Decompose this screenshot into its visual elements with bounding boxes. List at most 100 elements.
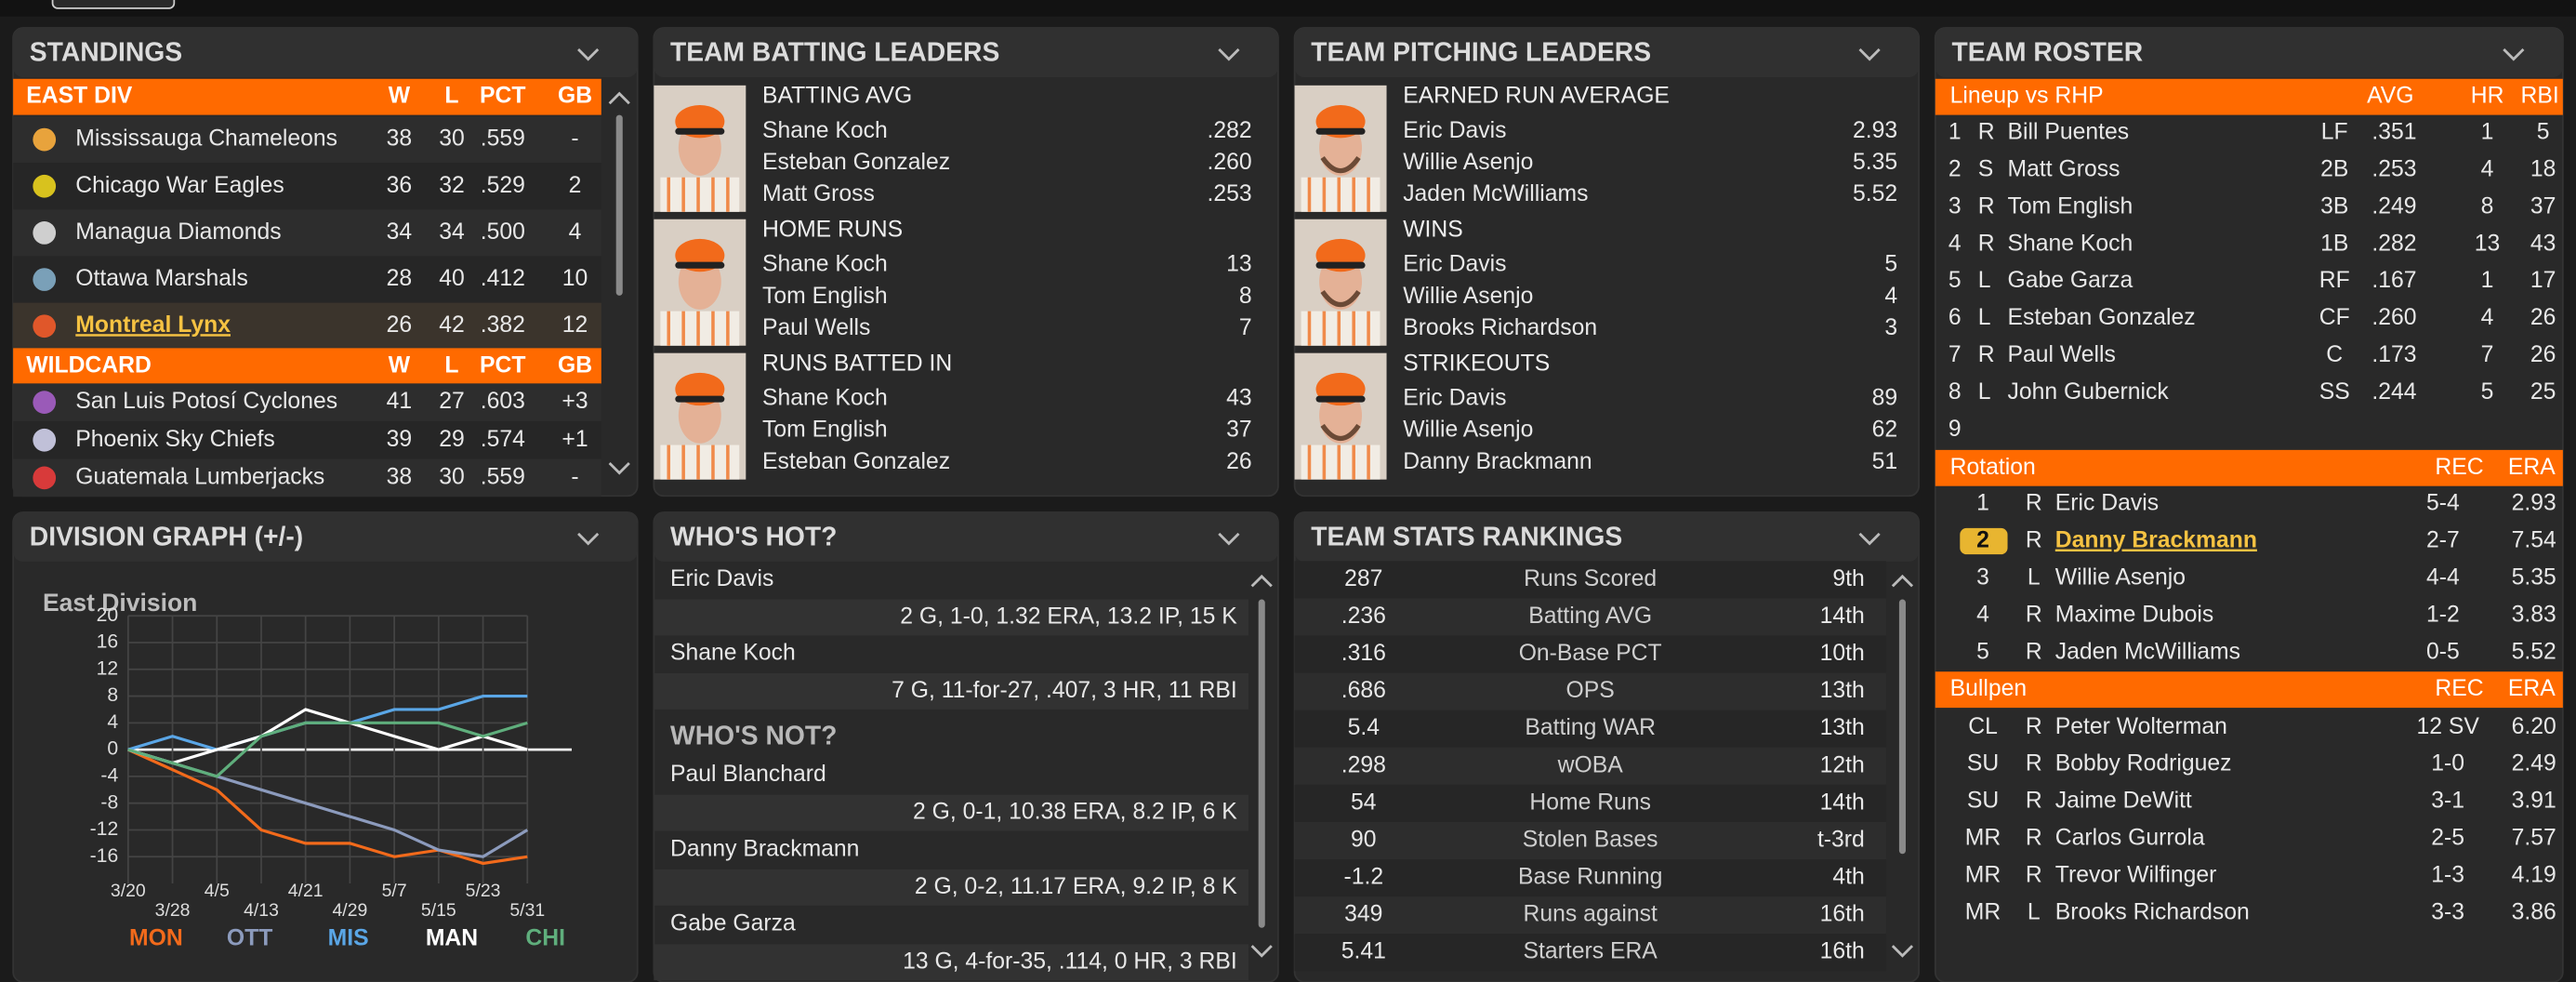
roster-cell: Jaden McWilliams (2055, 639, 2240, 664)
collapse-toggle[interactable] (2503, 47, 2525, 61)
roster-cell: .282 (2371, 231, 2416, 256)
column-header: AVG (2367, 84, 2413, 109)
roster-cell: SU (1967, 751, 1999, 776)
y-tick-label: 16 (97, 631, 119, 653)
scroll-thumb[interactable] (1898, 599, 1906, 855)
roster-cell: CL (1968, 714, 1998, 739)
roster-cell: 2-5 (2431, 826, 2464, 851)
photo-stripe (726, 445, 730, 480)
scroll-up[interactable] (1250, 574, 1273, 588)
scroll-down[interactable] (608, 461, 630, 475)
roster-cell: Bobby Rodriguez (2055, 751, 2232, 776)
stat-rank: 13th (1820, 715, 1865, 740)
roster-cell: .167 (2371, 268, 2416, 293)
team-name: San Luis Potosí Cyclones (75, 389, 337, 414)
photo-stripe (667, 445, 671, 480)
leader-value: 37 (1226, 418, 1252, 443)
roster-cell: 4 (2481, 156, 2494, 181)
collapse-toggle[interactable] (1218, 532, 1240, 546)
stat-value: 287 (1344, 566, 1382, 591)
panel-header (654, 511, 1278, 562)
stat-line: 7 G, 11-for-27, .407, 3 HR, 11 RBI (892, 678, 1237, 703)
roster-cell: 4 (2481, 305, 2494, 330)
photo-stripe (711, 445, 715, 480)
roster-cell: R (1978, 193, 1995, 219)
category-name: STRIKEOUTS (1403, 352, 1550, 377)
photo-stripe (696, 311, 700, 346)
photo-stripe (1322, 311, 1327, 346)
team-stat: 29 (439, 427, 465, 452)
roster-cell: 3.91 (2512, 789, 2556, 814)
y-tick-label: 8 (107, 684, 118, 706)
roster-cell: 1-3 (2431, 862, 2464, 887)
roster-cell: 3.83 (2512, 602, 2556, 627)
collapse-toggle[interactable] (577, 47, 600, 61)
scroll-down[interactable] (1250, 945, 1273, 958)
roster-cell: 12 SV (2416, 714, 2479, 739)
collapse-toggle[interactable] (1858, 47, 1881, 61)
team-stat: 41 (387, 389, 413, 414)
player-photo (1294, 219, 1387, 346)
team-stat: 36 (387, 173, 413, 198)
panel-header (654, 28, 1278, 77)
panel (653, 27, 1279, 498)
leader-value: 89 (1872, 386, 1898, 411)
legend-label: MIS (328, 926, 369, 951)
collapse-toggle[interactable] (1858, 532, 1881, 546)
photo-stripe (667, 177, 671, 212)
team-stat: .382 (481, 312, 525, 338)
team-name: Phoenix Sky Chiefs (75, 427, 274, 452)
top-button[interactable] (51, 0, 176, 9)
photo-stripe (1352, 311, 1355, 346)
row-bg (13, 458, 601, 498)
column-header: L (444, 84, 458, 109)
stat-line: 13 G, 4-for-35, .114, 0 HR, 3 RBI (903, 949, 1237, 974)
scroll-thumb[interactable] (615, 114, 623, 296)
roster-cell: 1 (1976, 491, 1989, 516)
row-bg (13, 209, 601, 257)
column-header: Rotation (1950, 455, 2036, 480)
roster-cell: MR (1965, 826, 2001, 851)
leader-name: Willie Asenjo (1403, 150, 1533, 175)
roster-cell: LF (2321, 120, 2348, 145)
roster-cell: C (2326, 342, 2343, 367)
photo-stripe (726, 311, 730, 346)
category-name: RUNS BATTED IN (762, 352, 952, 377)
roster-cell: 2-7 (2426, 528, 2460, 553)
roster-cell: R (2026, 789, 2042, 814)
collapse-toggle[interactable] (1218, 47, 1240, 61)
photo-stripe (1367, 311, 1370, 346)
scroll-up[interactable] (1891, 574, 1914, 588)
column-header: ERA (2508, 455, 2556, 480)
panel-title: STANDINGS (30, 37, 182, 67)
roster-cell: 7.54 (2512, 528, 2556, 553)
row-bg (654, 599, 1249, 636)
leader-name: Willie Asenjo (1403, 284, 1533, 309)
roster-cell: Jaime DeWitt (2055, 789, 2192, 814)
photo-stripe (1367, 177, 1370, 212)
player-name: Gabe Garza (670, 911, 796, 936)
stat-name: Stolen Bases (1523, 827, 1658, 852)
leader-name: Tom English (762, 418, 888, 443)
scroll-down[interactable] (1891, 945, 1914, 958)
legend-label: CHI (525, 926, 565, 951)
team-stat: 34 (387, 219, 413, 245)
team-logo (33, 221, 57, 245)
column-header: Bullpen (1950, 676, 2027, 701)
roster-cell: R (2026, 528, 2042, 553)
collapse-toggle[interactable] (577, 532, 600, 546)
team-stat: .559 (481, 464, 525, 489)
leader-name: Danny Brackmann (1403, 449, 1592, 474)
roster-cell: 3-1 (2431, 789, 2464, 814)
scroll-thumb[interactable] (1258, 599, 1265, 928)
roster-cell: MR (1965, 862, 2001, 887)
leader-name: Shane Koch (762, 118, 888, 143)
stat-rank: 12th (1820, 752, 1865, 777)
photo-beard (1320, 289, 1361, 308)
row-bg (1294, 859, 1886, 897)
stat-name: wOBA (1557, 752, 1624, 777)
stat-rank: 14th (1820, 604, 1865, 629)
stat-rank: 9th (1832, 566, 1864, 591)
player-name: Eric Davis (670, 566, 773, 591)
scroll-up[interactable] (608, 91, 630, 105)
